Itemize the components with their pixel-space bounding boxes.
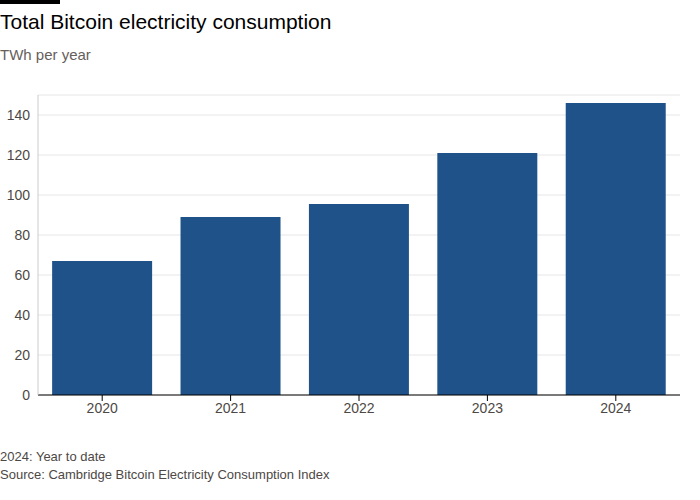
- svg-text:2024: 2024: [600, 400, 631, 416]
- svg-text:2020: 2020: [87, 400, 118, 416]
- html-text:Total Bitcoin electricity cons: Total Bitcoin electricity consumption: [0, 10, 332, 33]
- svg-text:120: 120: [8, 147, 30, 163]
- svg-text:40: 40: [14, 307, 30, 323]
- svg-text:0: 0: [22, 387, 30, 403]
- html-text:Source: Cambridge Bitcoin Elec: Source: Cambridge Bitcoin Electricity Co…: [0, 467, 330, 482]
- svg-text:2021: 2021: [215, 400, 246, 416]
- html-text:TWh per year: TWh per year: [0, 46, 91, 63]
- html-text:2024: Year to date: 2024: Year to date: [0, 449, 106, 464]
- svg-text:60: 60: [14, 267, 30, 283]
- svg-text:100: 100: [8, 187, 30, 203]
- svg-text:140: 140: [8, 107, 30, 123]
- svg-text:80: 80: [14, 227, 30, 243]
- svg-text:2022: 2022: [343, 400, 374, 416]
- svg-text:20: 20: [14, 347, 30, 363]
- svg-text:2023: 2023: [472, 400, 503, 416]
